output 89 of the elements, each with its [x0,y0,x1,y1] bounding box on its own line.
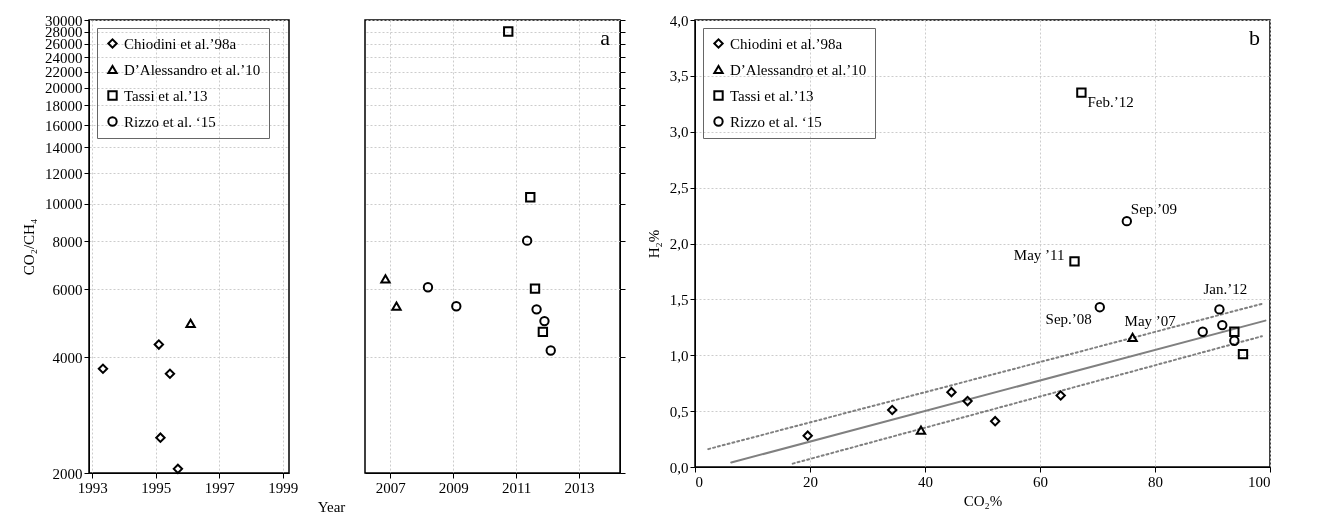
legend-label: D’Alessandro et al.’10 [124,61,261,78]
y-axis-title: H₂% [645,229,662,259]
point [1094,302,1105,313]
point [1217,319,1228,331]
legend-label: Tassi et al.’13 [124,87,208,104]
x-tick-label: 1995 [141,479,172,496]
point [164,368,176,379]
point [1127,332,1138,342]
x-tick-label: 60 [1033,473,1048,490]
point [451,301,462,312]
y-tick-label: 14000 [45,139,83,156]
point [1237,348,1249,360]
legend-label: D’Alessandro et al.’10 [730,61,867,78]
x-tick-label: 1993 [77,479,108,496]
point [1121,215,1133,227]
point [946,386,957,398]
y-tick-label: 1,0 [669,347,689,364]
point [521,235,533,246]
point [545,345,556,356]
y-tick-label: 18000 [45,97,83,114]
y-tick-label: 3,0 [669,124,689,141]
annotation: Jan.’12 [1203,281,1248,298]
y-tick-label: 16000 [45,117,83,134]
legend-label: Rizzo et al. ‘15 [730,113,822,130]
x-tick-label: 100 [1248,473,1271,490]
point [97,363,109,374]
x-axis-title: Year [317,498,346,515]
annotation: Sep.’09 [1130,201,1178,218]
point [422,282,434,293]
y-tick-label: 3,5 [669,68,689,85]
x-tick-label: 80 [1148,473,1163,490]
y-tick-label: 0,0 [669,459,689,476]
y-tick-label: 4,0 [669,12,689,29]
x-tick-label: 2011 [501,479,532,496]
point [185,318,196,329]
x-tick-label: 2007 [375,479,407,496]
y-tick-label: 20000 [45,80,83,97]
point [525,192,536,203]
y-tick-label: 2,0 [669,236,689,252]
y-tick-label: 12000 [45,165,83,182]
y-tick-label: 8000 [52,233,83,250]
point [1197,326,1208,337]
point [802,430,813,441]
point [915,425,927,435]
annotation: Sep.’08 [1045,311,1092,328]
point [1076,87,1087,98]
x-tick-label: 2009 [438,479,469,496]
point [503,26,514,37]
y-tick-label: 0,5 [669,403,689,420]
x-tick-label: 1999 [268,479,299,496]
x-tick-label: 40 [918,473,933,490]
annotation: Feb.’12 [1087,93,1134,110]
y-tick-label: 10000 [45,196,83,213]
point [1055,390,1066,401]
y-axis-title: CO₂/CH₄ [21,218,37,276]
y-tick-label: 2,5 [669,180,689,197]
point [1229,326,1240,337]
point [529,283,541,294]
legend-label: Rizzo et al. ‘15 [124,113,216,130]
x-tick-label: 2013 [564,479,595,496]
point [153,339,165,350]
legend-label: Chiodini et al.’98a [730,35,843,52]
y-tick-label: 2000 [52,465,83,482]
y-tick-label: 1,5 [669,291,689,308]
annotation: b [1249,25,1260,50]
annotation: May ’07 [1124,313,1177,330]
point [1214,304,1225,315]
point [380,274,391,284]
point [1069,256,1080,267]
y-tick-label: 6000 [52,281,83,298]
annotation: May ’11 [1013,247,1065,264]
y-tick-label: 22000 [45,64,83,81]
legend-label: Tassi et al.’13 [730,87,814,104]
point [537,326,549,338]
x-tick-label: 0 [695,473,703,490]
x-tick-label: 1997 [204,479,236,496]
point [989,416,1001,427]
point [887,404,898,416]
legend-label: Chiodini et al.’98a [124,35,237,52]
point [539,315,550,327]
point [531,304,542,315]
point [155,432,166,443]
x-axis-title: CO₂% [963,492,1003,509]
point [391,301,402,311]
point [962,395,973,407]
annotation: a [600,25,611,50]
x-tick-label: 20 [803,473,818,490]
point [172,463,184,475]
y-tick-label: 4000 [52,349,83,366]
